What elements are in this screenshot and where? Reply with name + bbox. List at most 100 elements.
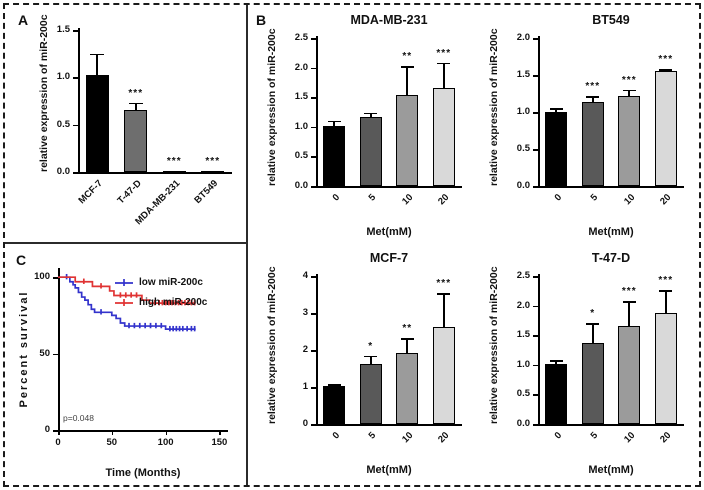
y-tick-mark <box>53 277 58 279</box>
bar <box>654 70 677 186</box>
y-axis-label: relative expression of miR-200c <box>38 14 50 172</box>
x-axis-label: Met(mM) <box>588 464 634 476</box>
y-tick-label: 0.5 <box>294 150 308 162</box>
x-tick-label: 20 <box>658 192 674 208</box>
error-bar-cap <box>90 53 105 56</box>
bar <box>396 352 419 424</box>
panel-b-mcf7-chart: MCF-7 relative expression of miR-200c 0 1 2 3… <box>258 246 476 482</box>
error-bar-cap <box>549 360 563 362</box>
x-tick-label: 50 <box>106 437 118 448</box>
bar <box>654 313 677 424</box>
km-legend-item: low miR-200c <box>114 272 207 292</box>
x-tick-label: 0 <box>330 192 343 204</box>
x-axis-label: Time (Months) <box>105 467 181 479</box>
y-tick-label: 1.5 <box>56 24 70 35</box>
significance-stars: *** <box>658 275 674 287</box>
x-tick-label: 0 <box>55 437 61 448</box>
y-tick-label: 2.0 <box>516 32 530 43</box>
y-tick-mark <box>533 112 538 114</box>
bar <box>545 112 568 186</box>
significance-stars: *** <box>658 54 674 66</box>
y-tick-mark <box>533 394 538 396</box>
x-tick-label: 5 <box>589 192 601 204</box>
chart-title: MCF-7 <box>369 251 409 265</box>
significance-stars: ** <box>402 51 413 63</box>
y-tick-mark <box>73 77 78 79</box>
y-tick-mark <box>311 424 316 426</box>
x-tick-mark <box>165 430 168 435</box>
error-bar-cap <box>128 102 143 105</box>
y-tick-label: 2.5 <box>516 270 530 281</box>
panel-a-letter: A <box>18 12 29 28</box>
bar <box>124 110 148 172</box>
chart-title: BT549 <box>592 13 630 27</box>
error-bar-cap <box>364 112 378 115</box>
error-bar <box>628 301 631 326</box>
y-tick-mark <box>533 335 538 337</box>
y-tick-mark <box>533 424 538 426</box>
km-legend-label: high miR-200c <box>139 296 208 308</box>
km-step-curve <box>58 276 196 305</box>
significance-stars: *** <box>166 155 182 167</box>
p-value-annotation: p=0.048 <box>63 413 94 423</box>
y-tick-label: 2.0 <box>516 299 530 311</box>
bar <box>618 325 641 424</box>
x-tick-label: 0 <box>552 430 565 442</box>
y-tick-mark <box>73 30 78 32</box>
y-tick-label: 50 <box>39 347 50 359</box>
error-bar <box>134 102 137 111</box>
x-tick-label: BT549 <box>192 178 221 206</box>
panel-c-survival-chart: Percent survival 0 50 100 0 50 100 150 low miR-2… <box>2 244 244 486</box>
y-tick-label: 2 <box>302 344 308 355</box>
y-tick-label: 0.5 <box>516 388 530 400</box>
km-step-curve <box>58 276 196 330</box>
y-tick-label: 0.0 <box>294 180 308 191</box>
y-tick-label: 1.5 <box>516 329 530 341</box>
y-tick-label: 2.0 <box>294 61 308 73</box>
error-bar-cap <box>622 89 636 92</box>
bar <box>618 96 641 186</box>
x-tick-label: 150 <box>211 437 228 448</box>
y-tick-mark <box>73 124 78 127</box>
bar <box>432 327 455 424</box>
error-bar <box>442 293 445 328</box>
y-tick-mark <box>311 387 316 389</box>
y-tick-mark <box>311 276 316 278</box>
error-bar-cap <box>437 293 451 295</box>
y-tick-mark <box>311 350 316 352</box>
x-axis <box>538 186 684 188</box>
error-bar <box>591 96 594 102</box>
y-tick-label: 1.0 <box>294 120 308 132</box>
x-axis <box>538 424 684 426</box>
x-tick-label: T-47-D <box>115 178 144 207</box>
y-tick-mark <box>311 67 316 70</box>
x-tick-label: 0 <box>552 192 565 204</box>
y-tick-mark <box>533 75 538 77</box>
error-bar-cap <box>437 62 451 65</box>
bar <box>359 364 382 424</box>
x-tick-label: 20 <box>658 430 674 446</box>
km-legend-symbol <box>115 299 133 306</box>
y-tick-label: 1.5 <box>516 69 530 80</box>
significance-stars: *** <box>621 74 637 86</box>
chart-title: MDA-MB-231 <box>350 13 428 27</box>
x-tick-label: 10 <box>399 192 416 208</box>
x-tick-label: 5 <box>367 192 379 204</box>
error-bar <box>664 290 667 314</box>
y-tick-label: 2.5 <box>294 32 308 43</box>
error-bar-cap <box>400 66 414 68</box>
y-axis <box>316 36 318 186</box>
bar <box>359 117 382 186</box>
error-bar-cap <box>586 96 600 99</box>
error-bar-cap <box>659 69 673 71</box>
y-axis <box>58 268 60 431</box>
x-tick-mark <box>219 430 221 435</box>
y-tick-mark <box>533 38 538 40</box>
bar <box>201 170 225 173</box>
bar <box>162 170 186 173</box>
error-bar-cap <box>364 355 378 358</box>
error-bar-cap <box>586 323 600 325</box>
error-bar-cap <box>327 120 341 123</box>
y-axis <box>78 28 80 172</box>
